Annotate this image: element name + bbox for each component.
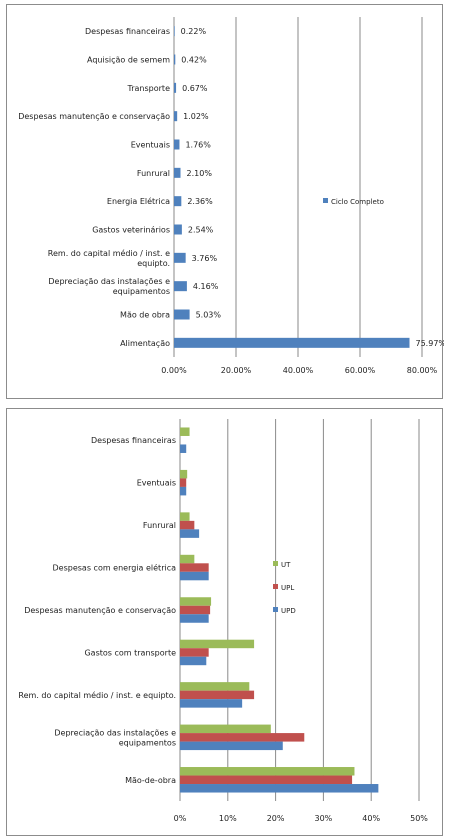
bar-upl-despesas-manutencao-e-conservacao	[180, 605, 211, 615]
bar-ut-rem-do-capital-medio-inst-e-equipto	[180, 682, 250, 691]
bar-funrural	[174, 167, 181, 178]
bar-upl-funrural	[180, 520, 195, 530]
category-label-depreciacao-das-instalacoes-e-equipamentos: Depreciação das instalações e equipamento…	[48, 277, 170, 296]
category-label-depreciacao-das-instalacoes-e-equipamentos: Depreciação das instalações e equipamento…	[54, 728, 176, 747]
category-label-funrural: Funrural	[137, 169, 170, 178]
x-tick-label: 40%	[362, 814, 380, 823]
bar-upl-rem-do-capital-medio-inst-e-equipto	[180, 690, 255, 700]
bar-eventuais	[174, 139, 180, 150]
data-label: 0.42%	[181, 56, 207, 65]
category-label-despesas-manutencao-e-conservacao: Despesas manutenção e conservação	[24, 606, 176, 615]
legend-swatch-upd	[273, 607, 278, 612]
chart-panel-ciclo-completo: 0.00% 20.00% 40.00% 60.00% 80.00% 75.97% Alime…	[6, 4, 444, 399]
x-tick-label: 20.00%	[221, 366, 252, 375]
data-label: 4.16%	[193, 282, 219, 291]
bar-ut-depreciacao-das-instalacoes-e-equipamentos	[180, 724, 271, 734]
bar-upl-eventuais	[180, 478, 187, 487]
legend-swatch-upl	[273, 584, 278, 589]
category-label-energia-eletrica: Energia Elétrica	[107, 196, 170, 206]
x-tick-label: 20%	[267, 814, 285, 823]
data-label: 75.97%	[416, 339, 444, 348]
data-label: 2.10%	[187, 169, 213, 178]
bar-gastos-veterinarios	[174, 224, 182, 235]
bar-despesas-manutencao-e-conservacao	[174, 111, 178, 122]
bar-upd-despesas-manutencao-e-conservacao	[180, 614, 209, 623]
category-label-funrural: Funrural	[143, 521, 176, 530]
bar-upd-funrural	[180, 529, 200, 538]
x-tick-label: 30%	[315, 814, 333, 823]
data-label: 1.76%	[185, 141, 211, 150]
bar-ut-gastos-com-transporte	[180, 639, 255, 649]
data-label: 5.03%	[196, 311, 222, 320]
bar-rem-do-capital-medio-inst-e-equipto	[174, 252, 186, 263]
category-label-gastos-com-transporte: Gastos com transporte	[84, 648, 176, 657]
chart-sistemas-svg: 0% 10% 20% 30% 40% 50% Mão-de-obra Depreciação …	[18, 419, 428, 823]
x-tick-label: 40.00%	[283, 366, 314, 375]
legend-label-upd: UPD	[281, 607, 296, 615]
category-label-eventuais: Eventuais	[131, 141, 170, 150]
bar-upd-eventuais	[180, 486, 187, 496]
bar-ut-funrural	[180, 512, 190, 521]
x-tick-label: 10%	[219, 814, 237, 823]
data-label: 0.22%	[181, 27, 207, 36]
bar-ut-despesas-manutencao-e-conservacao	[180, 597, 212, 606]
bar-upl-mao-de-obra	[180, 775, 353, 785]
legend-swatch-ut	[273, 561, 278, 566]
data-label: 1.02%	[183, 112, 209, 121]
category-label-eventuais: Eventuais	[137, 479, 176, 488]
legend-label-ciclo-completo: Ciclo Completo	[331, 198, 384, 206]
x-tick-label: 0%	[174, 814, 187, 823]
bar-upd-mao-de-obra	[180, 784, 379, 793]
bar-depreciacao-das-instalacoes-e-equipamentos	[174, 281, 187, 292]
bar-upl-depreciacao-das-instalacoes-e-equipamentos	[180, 733, 305, 742]
bar-transporte	[174, 82, 177, 93]
bar-ut-despesas-financeiras	[180, 427, 190, 436]
category-label-mao-de-obra: Mão-de-obra	[125, 776, 176, 785]
category-label-despesas-financeiras: Despesas financeiras	[85, 27, 170, 36]
category-label-alimentacao: Alimentação	[120, 339, 170, 348]
category-label-aquisicao-de-semem: Aquisição de semem	[87, 56, 170, 65]
legend-label-upl: UPL	[281, 584, 294, 592]
bar-despesas-financeiras	[174, 26, 175, 37]
legend: UT UPL UPD	[273, 561, 296, 615]
data-label: 2.36%	[187, 197, 213, 206]
bar-upl-gastos-com-transporte	[180, 648, 209, 657]
legend-label-ut: UT	[281, 561, 291, 569]
category-label-mao-de-obra: Mão de obra	[120, 311, 170, 320]
category-label-transporte: Transporte	[127, 84, 171, 93]
category-label-rem-do-capital-medio-inst-e-equipto: Rem. do capital médio / inst. e equipto.	[48, 248, 170, 268]
category-label-gastos-veterinarios: Gastos veterinários	[92, 226, 170, 235]
bar-upd-depreciacao-das-instalacoes-e-equipamentos	[180, 741, 283, 751]
chart-panel-sistemas: 0% 10% 20% 30% 40% 50% Mão-de-obra Depreciação …	[6, 408, 443, 836]
x-tick-label: 60.00%	[345, 366, 376, 375]
category-label-despesas-manutencao-e-conservacao: Despesas manutenção e conservação	[18, 112, 170, 121]
bar-mao-de-obra	[174, 309, 190, 320]
bar-upd-rem-do-capital-medio-inst-e-equipto	[180, 699, 243, 708]
bar-ut-eventuais	[180, 469, 188, 479]
data-label: 0.67%	[182, 84, 208, 93]
chart-ciclo-completo-svg: 0.00% 20.00% 40.00% 60.00% 80.00% 75.97% Alime…	[18, 17, 444, 375]
bar-alimentacao	[174, 337, 410, 348]
category-label-despesas-com-energia-eletrica: Despesas com energia elétrica	[53, 563, 177, 573]
category-label-despesas-financeiras: Despesas financeiras	[91, 436, 176, 445]
data-label: 3.76%	[192, 254, 218, 263]
legend: Ciclo Completo	[323, 198, 384, 206]
category-label-rem-do-capital-medio-inst-e-equipto: Rem. do capital médio / inst. e equipto.	[18, 690, 176, 700]
bar-upd-despesas-com-energia-eletrica	[180, 571, 209, 581]
x-tick-label: 80.00%	[407, 366, 438, 375]
bar-aquisicao-de-semem	[174, 54, 176, 65]
legend-swatch-ciclo-completo	[323, 198, 328, 203]
bar-upl-despesas-com-energia-eletrica	[180, 563, 209, 572]
x-tick-label: 0.00%	[161, 366, 187, 375]
bar-ut-despesas-com-energia-eletrica	[180, 554, 195, 564]
bar-energia-eletrica	[174, 196, 182, 207]
bar-upd-gastos-com-transporte	[180, 656, 207, 666]
bar-ut-mao-de-obra	[180, 767, 355, 776]
bar-upd-despesas-financeiras	[180, 444, 187, 453]
data-label: 2.54%	[188, 226, 214, 235]
x-tick-label: 50%	[410, 814, 428, 823]
